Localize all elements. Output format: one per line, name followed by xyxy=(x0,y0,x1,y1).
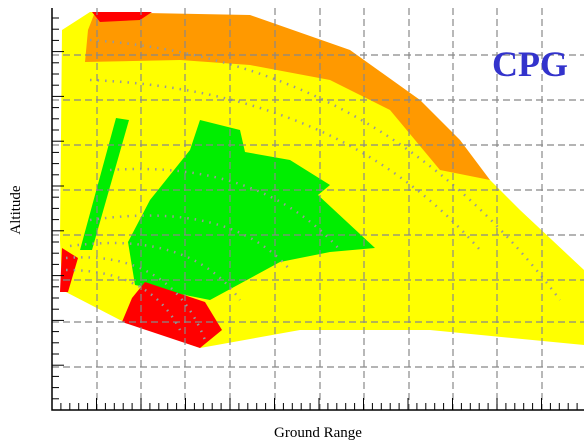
dotted-arc xyxy=(65,256,207,341)
axes xyxy=(51,8,584,411)
dotted-arcs xyxy=(65,38,561,341)
red-region-top xyxy=(92,12,152,22)
green-strip xyxy=(80,118,129,250)
orange-region xyxy=(85,12,490,180)
grid xyxy=(52,8,584,410)
ticks xyxy=(51,17,578,411)
chart-label: CPG xyxy=(492,44,568,84)
red-region-bottom xyxy=(122,282,222,348)
y-axis-label: Altitude xyxy=(8,185,24,235)
dotted-arc xyxy=(89,214,291,271)
green-region xyxy=(128,120,375,300)
x-axis-label: Ground Range xyxy=(274,425,362,441)
red-region-left xyxy=(60,248,78,292)
dotted-arc xyxy=(89,38,561,301)
